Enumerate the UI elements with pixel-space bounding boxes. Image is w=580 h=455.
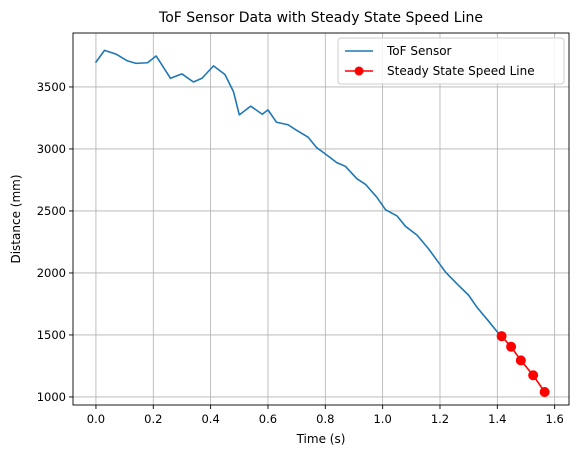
plot-background (73, 33, 569, 405)
legend-label: ToF Sensor (386, 44, 452, 58)
data-point (528, 370, 539, 381)
series-layer (95, 49, 550, 397)
x-tick-label: 1.2 (431, 412, 449, 426)
legend-marker (354, 66, 364, 76)
axes-frame (72, 32, 570, 406)
x-axis-label: Time (s) (296, 432, 346, 446)
y-axis-label: Distance (mm) (9, 174, 23, 263)
plot-area (73, 33, 569, 405)
data-point (496, 331, 507, 342)
x-tick-label: 1.0 (373, 412, 391, 426)
axes (72, 32, 570, 406)
x-tick-label: 1.4 (488, 412, 506, 426)
chart-title: ToF Sensor Data with Steady State Speed … (158, 10, 483, 26)
data-point (515, 355, 526, 366)
x-tick-label: 0.6 (259, 412, 277, 426)
data-point (539, 386, 550, 397)
data-point (506, 341, 517, 352)
y-tick-label: 2000 (37, 266, 66, 280)
y-tick-label: 3000 (37, 142, 66, 156)
legend-box (337, 37, 565, 85)
legend-label: Steady State Speed Line (387, 64, 535, 78)
x-ticks: 0.0 0.2 0.4 0.6 0.8 1.0 1.2 1.4 1.6 (87, 405, 564, 426)
x-tick-label: 0.4 (201, 412, 219, 426)
y-tick-label: 1000 (37, 390, 66, 404)
x-tick-label: 0.8 (316, 412, 334, 426)
y-tick-label: 3500 (37, 80, 66, 94)
series-line-0 (95, 49, 501, 337)
grid (73, 33, 569, 405)
x-tick-label: 1.6 (546, 412, 564, 426)
y-ticks: 1000 1500 2000 2500 3000 3500 (37, 80, 73, 404)
y-tick-label: 1500 (37, 328, 66, 342)
legend: ToF Sensor Steady State Speed Line (337, 37, 565, 85)
y-tick-label: 2500 (37, 204, 66, 218)
x-tick-label: 0.2 (144, 412, 162, 426)
legend-entry: Steady State Speed Line (345, 64, 535, 78)
legend-entry: ToF Sensor (345, 44, 452, 58)
x-tick-label: 0.0 (87, 412, 105, 426)
